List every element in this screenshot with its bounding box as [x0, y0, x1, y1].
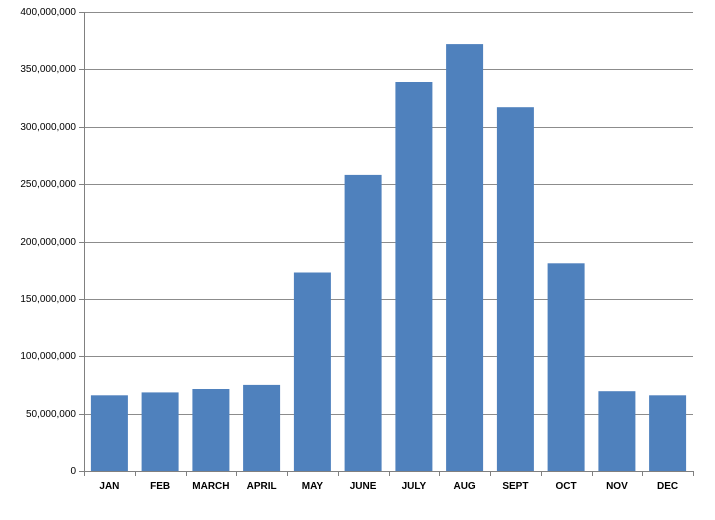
x-tick-label: DEC — [657, 481, 678, 492]
x-axis: JAN FEB MARCH APRIL MAY JUNE JULY AUG SEPT OCT NOV… — [84, 471, 694, 492]
y-tick-label: 350,000,000 — [20, 64, 76, 75]
bar-march — [192, 389, 230, 471]
y-tick-label: 200,000,000 — [20, 237, 76, 248]
x-tick-label: OCT — [556, 481, 577, 492]
x-tick-label: JULY — [402, 481, 427, 492]
bar-sept — [496, 107, 534, 471]
y-tick-label: 50,000,000 — [26, 409, 76, 420]
bar-jan — [90, 395, 128, 471]
bar-aug — [446, 44, 484, 471]
bar-july — [395, 82, 433, 471]
bar-june — [344, 174, 382, 471]
y-tick-label: 100,000,000 — [20, 351, 76, 362]
bar-dec — [649, 395, 687, 471]
y-axis: 0 50,000,000 100,000,000 150,000,000 200,000… — [20, 7, 85, 477]
y-tick-label: 150,000,000 — [20, 294, 76, 305]
bar-nov — [598, 391, 636, 471]
x-tick-label: AUG — [453, 481, 475, 492]
y-tick-label: 300,000,000 — [20, 122, 76, 133]
x-tick-label: SEPT — [502, 481, 528, 492]
y-tick-label: 250,000,000 — [20, 179, 76, 190]
bar-feb — [141, 392, 179, 471]
bar-may — [293, 272, 331, 471]
gridlines — [84, 12, 693, 415]
x-tick-label: NOV — [606, 481, 628, 492]
x-tick-label: MAY — [302, 481, 324, 492]
bars — [90, 44, 687, 471]
x-tick-label: MARCH — [192, 481, 229, 492]
y-tick-label: 400,000,000 — [20, 7, 76, 18]
x-tick-label: JAN — [99, 481, 119, 492]
x-tick-label: APRIL — [247, 481, 277, 492]
bar-april — [243, 384, 281, 471]
y-tick-label: 0 — [70, 466, 76, 477]
bar-oct — [547, 263, 585, 471]
x-tick-label: JUNE — [350, 481, 377, 492]
x-tick-label: FEB — [150, 481, 170, 492]
